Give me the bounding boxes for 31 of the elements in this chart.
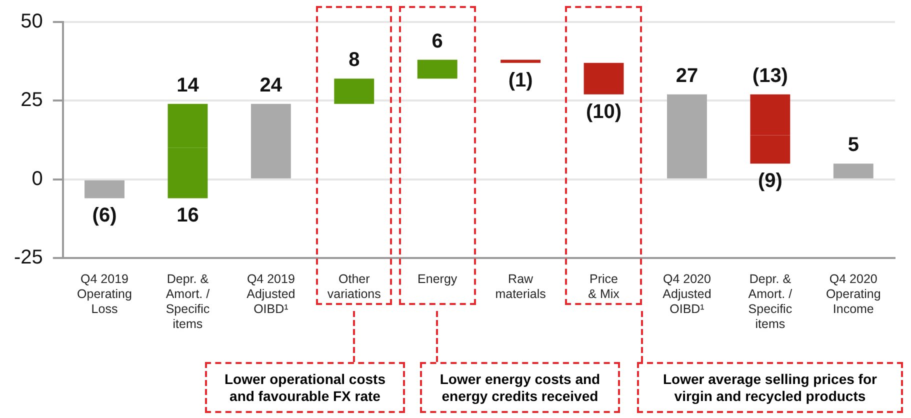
data-label: (1) (508, 69, 533, 92)
x-tick-label: Q4 2020 Operating Income (826, 272, 881, 316)
x-tick-label: Energy (418, 272, 458, 286)
bar (833, 164, 874, 178)
data-label: 8 (348, 49, 360, 72)
y-tick-label: -25 (14, 246, 43, 269)
y-tick-label: 50 (20, 10, 43, 33)
data-label: (6) (92, 204, 117, 227)
y-tick-label: 0 (32, 168, 43, 190)
x-tick-label: Q4 2020 Adjusted OIBD¹ (662, 272, 712, 316)
x-tick-label: Depr. & Amort. / Specific items (748, 272, 793, 331)
data-label: (9) (758, 170, 782, 192)
y-tick-label: 25 (20, 89, 43, 112)
x-tick-label: Price & Mix (588, 272, 620, 301)
bar (84, 180, 124, 198)
data-label: 14 (176, 74, 200, 96)
x-tick-label: Raw materials (495, 272, 546, 301)
x-tick-label: Q4 2019 Operating Loss (77, 272, 132, 316)
x-tick-label: Depr. & Amort. / Specific items (166, 272, 210, 331)
data-label: (10) (586, 100, 622, 123)
data-label: 27 (676, 64, 698, 87)
x-tick-label: Q4 2019 Adjusted OIBD¹ (246, 272, 296, 316)
data-label: 16 (176, 204, 199, 227)
bar (250, 104, 291, 178)
bar (667, 94, 707, 178)
data-label: (13) (752, 64, 788, 87)
x-tick-label: Other variations (327, 272, 381, 301)
data-label: 24 (260, 74, 283, 96)
data-label: 5 (848, 134, 859, 156)
text: Lower energy costs and energy credits received (438, 370, 602, 404)
data-label: 6 (432, 30, 443, 52)
